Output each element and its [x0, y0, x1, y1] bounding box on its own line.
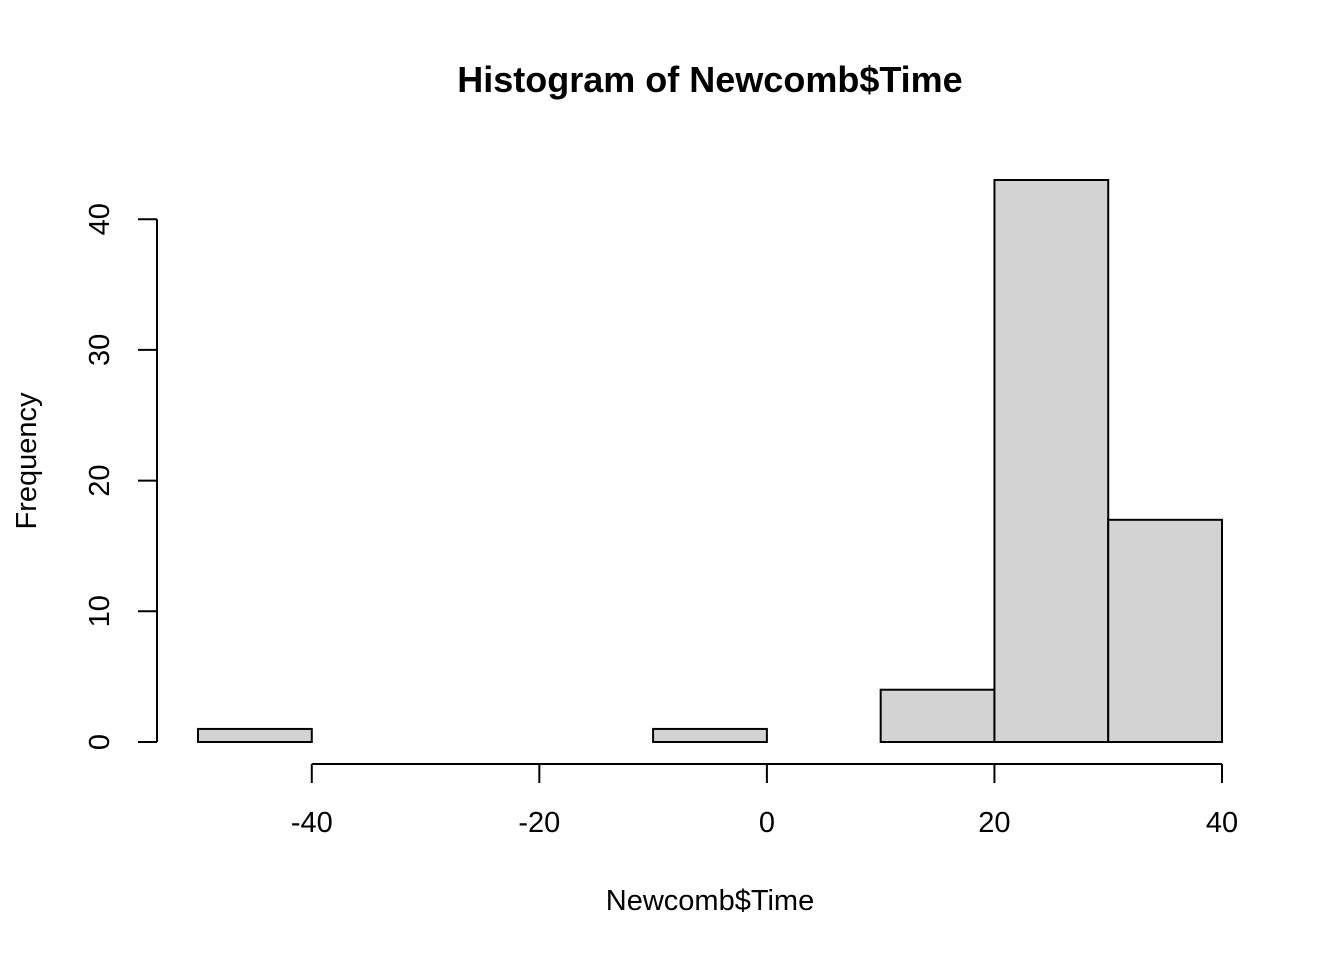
histogram-bar-6 — [879, 688, 996, 744]
y-tick-label: 30 — [84, 334, 116, 366]
histogram-bar-4 — [652, 727, 768, 744]
x-tick-label: 0 — [759, 807, 775, 839]
x-tick-label: 20 — [978, 807, 1010, 839]
histogram-bars — [197, 179, 1223, 744]
x-axis-label: Newcomb$Time — [606, 885, 814, 917]
x-axis-ticks: -40 -20 0 20 40 — [291, 764, 1238, 839]
histogram-bar-0 — [197, 727, 313, 744]
x-tick-label: -20 — [518, 807, 560, 839]
histogram-bar-8 — [1107, 518, 1223, 744]
y-axis: 0 10 20 30 40 — [84, 203, 158, 750]
x-tick-label: 40 — [1206, 807, 1238, 839]
x-axis: -40 -20 0 20 40 — [291, 763, 1238, 839]
chart-title: Histogram of Newcomb$Time — [457, 59, 962, 100]
histogram-bar-7 — [993, 179, 1110, 743]
y-axis-ticks: 0 10 20 30 40 — [84, 203, 157, 750]
x-tick-label: -40 — [291, 807, 333, 839]
y-tick-label: 20 — [84, 464, 116, 496]
y-axis-label: Frequency — [11, 392, 43, 530]
y-tick-label: 10 — [84, 595, 116, 627]
y-tick-label: 0 — [84, 734, 116, 750]
y-tick-label: 40 — [84, 203, 116, 235]
